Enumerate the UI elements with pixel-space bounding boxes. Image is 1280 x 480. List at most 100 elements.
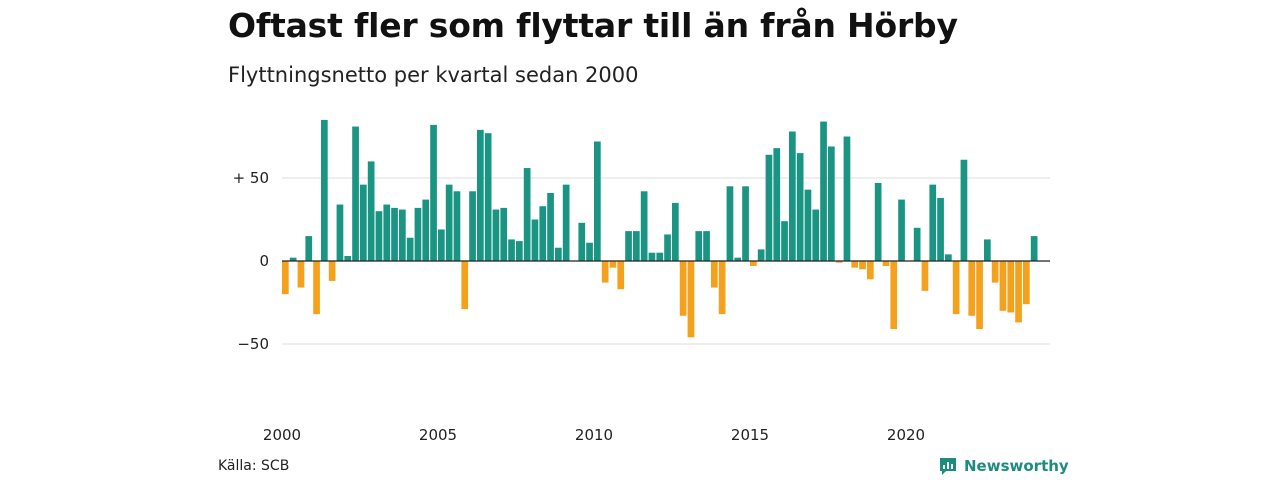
bars [282, 119, 1038, 338]
bar [984, 239, 991, 261]
x-tick-label: 2020 [887, 426, 925, 444]
bar [898, 199, 905, 261]
bar [695, 231, 703, 261]
bar [781, 221, 788, 261]
bar [874, 182, 882, 261]
bar [1015, 261, 1022, 323]
bar [461, 261, 469, 310]
bar [438, 229, 445, 261]
brand-logo: Newsworthy [938, 456, 1069, 476]
bar [523, 168, 531, 261]
bar [913, 227, 921, 261]
bar [367, 161, 375, 261]
x-tick-label: 2000 [263, 426, 301, 444]
bar [640, 191, 648, 261]
bar [991, 261, 999, 283]
bar [656, 252, 664, 261]
bar [297, 261, 305, 288]
bar [890, 261, 898, 330]
bar [445, 184, 453, 261]
bar [1023, 261, 1030, 305]
bar [601, 261, 609, 283]
bar [999, 261, 1007, 311]
chart-title: Oftast fler som flyttar till än från Hör… [228, 6, 958, 45]
bar [508, 239, 515, 261]
axes: + 50 0 −50 2000 2005 2010 2015 2020 [233, 169, 1050, 444]
bar [921, 261, 929, 291]
bar [726, 186, 734, 261]
bar [773, 148, 781, 261]
bar [952, 261, 960, 315]
x-tick-label: 2010 [575, 426, 613, 444]
bar [828, 146, 835, 261]
y-tick-label: 0 [259, 252, 269, 270]
bar [477, 129, 484, 261]
bar [383, 204, 391, 261]
bar [313, 261, 320, 315]
bar [406, 237, 414, 261]
bar [820, 121, 827, 261]
bar [672, 202, 679, 261]
bar [617, 261, 625, 290]
bar [835, 261, 843, 263]
bar [976, 261, 983, 330]
x-tick-label: 2005 [419, 426, 457, 444]
bar [484, 133, 492, 261]
bar [594, 141, 601, 261]
bar [734, 257, 742, 261]
bar [289, 257, 297, 261]
bar [360, 184, 367, 261]
bar [633, 231, 640, 261]
bar [531, 219, 539, 261]
bar [687, 261, 695, 338]
bar [352, 126, 359, 261]
bar [1030, 236, 1038, 261]
bar [929, 184, 937, 261]
bar [789, 131, 796, 261]
bar [539, 206, 547, 261]
brand-name: Newsworthy [964, 457, 1069, 475]
bar [804, 189, 812, 261]
bar [664, 234, 671, 261]
bar [375, 211, 383, 261]
bar [391, 207, 398, 261]
bar [703, 231, 710, 261]
grid-lines [282, 177, 1050, 345]
bar [757, 249, 765, 261]
bar [547, 192, 554, 261]
bar [516, 241, 523, 261]
bar [796, 153, 804, 261]
bar [328, 261, 336, 281]
bar [742, 186, 749, 261]
bar [609, 261, 617, 268]
bar [750, 261, 757, 266]
bar [453, 191, 461, 261]
bar [960, 159, 968, 261]
newsworthy-logo-icon [940, 458, 956, 475]
bar [500, 207, 508, 261]
bar [937, 197, 944, 261]
bar [555, 247, 562, 261]
bar [492, 209, 500, 261]
bar [851, 261, 859, 268]
y-tick-label: + 50 [233, 169, 269, 187]
bar [469, 191, 476, 261]
bar [882, 261, 890, 266]
chart-subtitle: Flyttningsnetto per kvartal sedan 2000 [228, 63, 639, 87]
bar [765, 154, 773, 261]
x-tick-label: 2015 [731, 426, 769, 444]
bar [843, 136, 851, 261]
bar [562, 184, 570, 261]
bar [414, 207, 422, 261]
bar [648, 252, 656, 261]
bar [344, 256, 352, 261]
bar [968, 261, 976, 316]
bar [859, 261, 866, 270]
bar [578, 222, 586, 261]
bar [718, 261, 726, 315]
bar [586, 242, 593, 261]
y-tick-label: −50 [237, 335, 269, 353]
bar [321, 119, 328, 262]
bar [336, 204, 344, 261]
